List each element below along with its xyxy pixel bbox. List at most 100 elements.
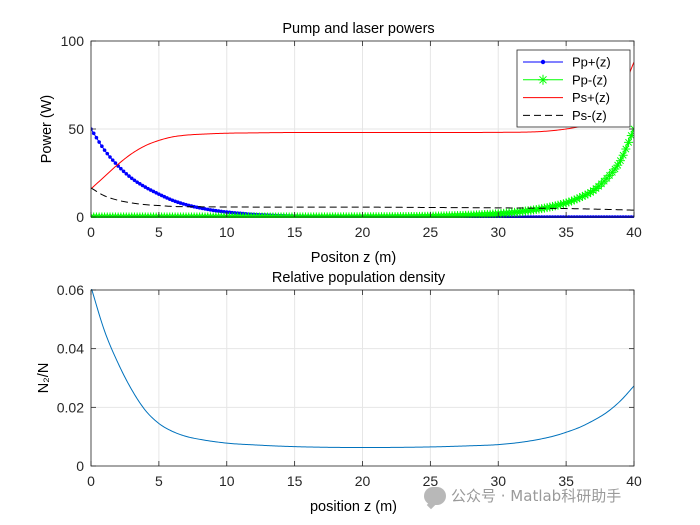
plot1-marker-pp-z: [113, 161, 118, 165]
plot1-marker-pp-z: [162, 194, 167, 199]
plot1-title: Pump and laser powers: [282, 21, 434, 37]
plot1-marker-pp-z-d2: [546, 203, 554, 211]
plot1-marker-pp-z: [613, 160, 623, 170]
plot1-ytick-label: 0: [76, 209, 84, 225]
plot1-marker-pp-z: [216, 209, 221, 213]
plot2-xtick-label: 0: [87, 473, 95, 489]
plot1-marker-pp-z: [192, 204, 196, 209]
plot1-marker-pp-z: [138, 182, 142, 186]
plot2-title: Relative population density: [272, 270, 446, 286]
plot1-marker-pp-z-d2: [619, 151, 627, 159]
legend-marker-pp-z: [540, 59, 546, 65]
plot1-marker-pp-z: [146, 186, 150, 191]
plot2-xtick-label: 5: [155, 473, 163, 489]
plot1-marker-pp-z: [208, 208, 213, 212]
legend-label-ps-z: Ps+(z): [572, 90, 610, 105]
legend-marker-pp-z-d2: [539, 75, 547, 84]
plot1-marker-pp-z-d1: [630, 125, 634, 130]
plot1-marker-pp-z: [176, 200, 180, 205]
legend-label-pp-z: Pp+(z): [572, 55, 611, 70]
plot1-marker-pp-z: [173, 199, 177, 204]
plot1-marker-pp-z: [91, 131, 96, 136]
plot1-marker-pp-z: [165, 196, 169, 200]
plot1-marker-pp-z: [211, 208, 215, 213]
plot1-line-ps-z: [91, 61, 634, 190]
plot1-marker-pp-z: [159, 193, 164, 198]
plot1-ytick-label: 100: [61, 33, 85, 49]
plot1-marker-pp-z: [626, 131, 634, 141]
plot1-marker-pp-z-d2: [557, 200, 565, 209]
plot2-xtick-label: 20: [355, 473, 371, 489]
plot1-marker-pp-z: [200, 206, 205, 211]
plot1-xtick-label: 20: [355, 224, 371, 240]
plot1-marker-pp-z-d2: [91, 213, 95, 218]
plot1-marker-pp-z: [108, 155, 112, 159]
watermark-text: 公众号 · Matlab科研助手: [451, 487, 622, 505]
plot1-marker-pp-z: [167, 197, 172, 201]
plot2-line-series: [91, 289, 634, 449]
plot1-marker-pp-z: [102, 148, 107, 152]
plot1-marker-pp-z: [219, 209, 224, 214]
plot1-marker-pp-z: [132, 178, 137, 183]
plot1-marker-pp-z-d2: [616, 157, 624, 165]
plot1-marker-pp-z: [222, 209, 226, 214]
plot1-marker-pp-z: [140, 183, 145, 188]
plot2-xtick-label: 35: [558, 473, 574, 489]
plot1-xlabel: Positon z (m): [311, 250, 396, 266]
legend-label-pp-z: Pp-(z): [572, 72, 607, 87]
plot1-marker-pp-z: [181, 202, 186, 206]
plot2-xtick-label: 30: [490, 473, 506, 489]
plot1-ylabel: Power (W): [39, 95, 55, 163]
plot2-ylabel: N₂/N: [36, 363, 52, 394]
plot1-marker-pp-z: [135, 180, 139, 184]
plot1-marker-pp-z: [127, 174, 131, 178]
plot1-marker-pp-z: [214, 208, 218, 213]
plot1-marker-pp-z: [157, 192, 161, 196]
plot1-xtick-label: 40: [626, 224, 642, 240]
plot1-marker-pp-z: [129, 176, 134, 181]
plot1-line-ps-z: [91, 187, 634, 211]
plot1-marker-pp-z: [110, 158, 115, 162]
plot2-xtick-label: 10: [219, 473, 235, 489]
watermark: 公众号 · Matlab科研助手: [424, 485, 621, 506]
plot1-marker-pp-z: [624, 137, 634, 147]
plot1-legend-box: [516, 49, 631, 128]
plot2-ytick-label: 0.02: [57, 399, 84, 415]
plot1-xtick-label: 30: [490, 224, 506, 240]
plot2-xtick-label: 25: [423, 473, 439, 489]
plot1-marker-pp-z-d2: [625, 138, 633, 146]
plot1-xtick-label: 0: [87, 224, 95, 240]
plot2-xtick-label: 15: [287, 473, 303, 489]
plot1-marker-pp-z-d2: [627, 132, 634, 140]
plot1-marker-pp-z-d2: [543, 204, 551, 212]
plot1-marker-pp-z: [148, 188, 153, 192]
plot1-marker-pp-z-d2: [622, 145, 630, 153]
plot1-xtick-label: 25: [423, 224, 439, 240]
plot1-marker-pp-z: [178, 201, 183, 205]
plot2-ytick-label: 0.04: [57, 341, 84, 357]
plot1-marker-pp-z: [610, 164, 620, 174]
plot1-marker-pp-z-d2: [630, 128, 634, 133]
plot1-marker-pp-z: [105, 151, 110, 156]
plot1-marker-pp-z: [154, 190, 158, 195]
plot2-series-group: [91, 289, 634, 449]
plot1-marker-pp-z: [121, 169, 126, 174]
plot1-marker-pp-z: [205, 207, 210, 212]
plot1-marker-pp-z-d2: [611, 165, 619, 173]
plot1-marker-pp-z: [184, 202, 188, 207]
plot2-ytick-label: 0: [76, 458, 84, 474]
plot2-xlabel: position z (m): [310, 499, 397, 515]
plot1-xtick-label: 10: [219, 224, 235, 240]
plot1-xtick-label: 15: [287, 224, 303, 240]
plot1-marker-pp-z: [97, 140, 101, 144]
plot1-marker-pp-z: [100, 144, 104, 149]
plot2-ytick-label: 0.06: [57, 282, 84, 298]
legend-label-ps-z: Ps-(z): [572, 108, 607, 123]
plot1-marker-pp-z: [143, 185, 148, 189]
plot1-xtick-label: 35: [558, 224, 574, 240]
plot1-marker-pp-z: [119, 166, 123, 171]
plot1-marker-pp-z: [124, 171, 129, 176]
plot1-marker-pp-z-d2: [554, 201, 562, 209]
legend-marker-pp-z: [538, 74, 548, 85]
